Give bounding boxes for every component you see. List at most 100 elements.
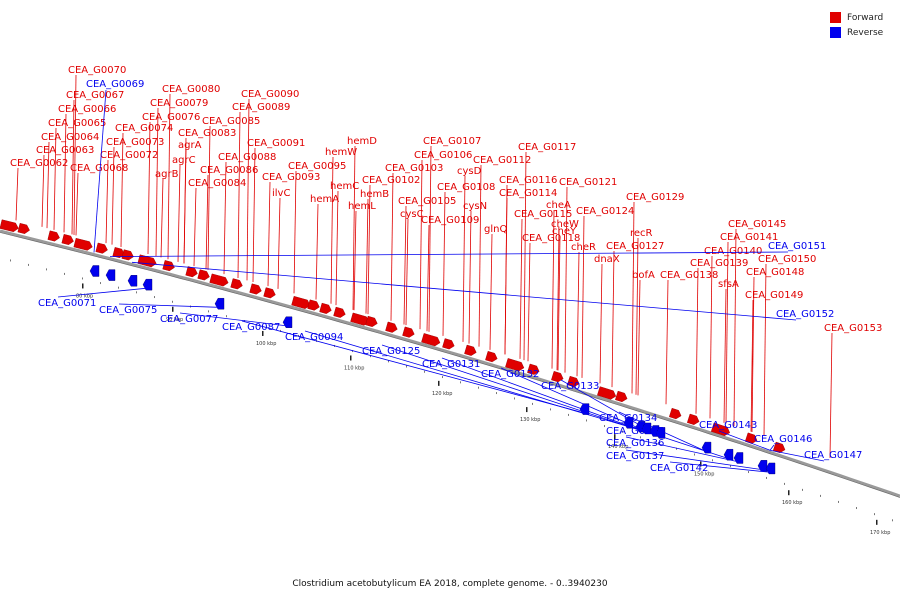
reverse-gene-arrow xyxy=(765,462,776,475)
forward-gene-label: CEA_G0079 xyxy=(150,98,208,109)
minor-tick-mark xyxy=(730,465,731,468)
reverse-callout-line xyxy=(769,444,775,451)
forward-callout-line xyxy=(723,288,727,423)
minor-tick-mark xyxy=(658,442,659,445)
reverse-callout-line xyxy=(304,330,629,427)
reverse-gene-label: CEA_G0077 xyxy=(160,314,218,325)
forward-callout-line xyxy=(478,164,482,347)
minor-tick-mark xyxy=(784,482,785,485)
forward-gene-label: CEA_G0117 xyxy=(518,142,576,153)
forward-callout-line xyxy=(725,241,729,424)
forward-callout-line xyxy=(390,172,394,321)
genome-backbone xyxy=(0,229,900,498)
forward-callout-line xyxy=(419,159,423,330)
forward-gene-arrow xyxy=(485,351,498,363)
forward-callout-line xyxy=(581,215,585,378)
scale-tick-mark xyxy=(788,490,790,496)
forward-gene-arrow xyxy=(307,299,320,311)
forward-callout-line xyxy=(442,191,446,336)
minor-tick-mark xyxy=(874,513,875,516)
reverse-callout-line xyxy=(381,344,641,431)
forward-gene-label: dnaX xyxy=(594,254,620,265)
forward-gene-label: hemL xyxy=(348,201,376,212)
forward-gene-arrow xyxy=(442,338,455,350)
forward-callout-line xyxy=(293,170,297,294)
reverse-gene-label: CEA_G0134 xyxy=(599,413,657,424)
forward-gene-arrow xyxy=(61,234,74,245)
forward-callout-line xyxy=(665,279,669,405)
forward-gene-arrow xyxy=(95,242,108,254)
forward-gene-arrow xyxy=(615,390,628,403)
scale-tick-mark xyxy=(700,461,702,467)
forward-gene-arrow xyxy=(505,358,525,372)
forward-gene-arrow xyxy=(365,315,378,327)
forward-gene-label: CEA_G0121 xyxy=(559,177,617,188)
forward-gene-arrow xyxy=(567,375,580,388)
forward-gene-label: CEA_G0106 xyxy=(414,150,472,161)
forward-gene-label: CEA_G0127 xyxy=(606,241,664,252)
forward-gene-label: CEA_G0090 xyxy=(241,89,299,100)
forward-gene-label: CEA_G0080 xyxy=(162,84,220,95)
forward-callout-line xyxy=(205,174,209,270)
reverse-gene-label: CEA_G0131 xyxy=(422,359,480,370)
forward-gene-label: CEA_G0084 xyxy=(188,178,246,189)
forward-gene-label: cheW xyxy=(551,219,579,230)
forward-gene-arrow xyxy=(686,413,700,425)
forward-gene-label: cysD xyxy=(457,166,482,177)
reverse-gene-label: CEA_G0151 xyxy=(768,241,826,252)
forward-callout-line xyxy=(73,74,77,235)
minor-tick-mark xyxy=(568,413,569,416)
minor-tick-mark xyxy=(550,408,551,411)
minor-tick-mark xyxy=(28,263,29,266)
forward-callout-line xyxy=(177,164,181,262)
forward-gene-label: cysC xyxy=(400,209,424,220)
reverse-callout-line xyxy=(241,320,585,414)
minor-tick-mark xyxy=(442,376,443,379)
forward-gene-arrow xyxy=(551,371,564,383)
forward-callout-line xyxy=(160,178,164,258)
reverse-gene-arrow xyxy=(105,269,116,281)
minor-tick-mark xyxy=(496,392,497,395)
forward-callout-line xyxy=(111,146,115,245)
forward-callout-line xyxy=(53,127,57,230)
minor-tick-mark xyxy=(838,500,839,503)
forward-callout-line xyxy=(120,132,124,247)
forward-gene-label: agrA xyxy=(178,140,202,151)
scale-tick-mark xyxy=(526,407,528,413)
forward-gene-arrow xyxy=(121,249,134,261)
forward-gene-label: CEA_G0107 xyxy=(423,136,481,147)
reverse-callout-line xyxy=(618,411,707,452)
scale-tick-label: 80 kbp xyxy=(76,293,93,299)
legend: Forward Reverse xyxy=(830,10,900,40)
reverse-callout-line xyxy=(57,287,148,298)
forward-gene-label: CEA_G0074 xyxy=(115,123,173,134)
forward-gene-arrow xyxy=(744,432,758,444)
reverse-gene-arrow xyxy=(214,298,225,310)
forward-callout-line xyxy=(367,184,371,315)
forward-gene-arrow xyxy=(73,237,93,251)
forward-gene-label: agrC xyxy=(172,155,196,166)
forward-gene-label: CEA_G0112 xyxy=(473,155,531,166)
forward-gene-label: CEA_G0149 xyxy=(745,290,803,301)
scale-tick-label: 100 kbp xyxy=(256,341,276,347)
forward-callout-line xyxy=(63,113,67,233)
forward-callout-line xyxy=(637,279,641,396)
forward-gene-label: CEA_G0139 xyxy=(690,258,748,269)
forward-gene-label: CEA_G0068 xyxy=(70,163,128,174)
forward-gene-arrow xyxy=(464,344,477,356)
minor-tick-mark xyxy=(370,355,371,358)
reverse-callout-line xyxy=(93,89,107,253)
forward-gene-label: hemB xyxy=(360,189,389,200)
minor-tick-mark xyxy=(154,296,155,299)
forward-gene-arrow xyxy=(17,223,30,234)
forward-callout-line xyxy=(330,156,334,304)
forward-callout-line xyxy=(277,197,281,289)
forward-gene-label: CEA_G0083 xyxy=(178,128,236,139)
forward-gene-label: CEA_G0088 xyxy=(218,152,276,163)
forward-callout-line xyxy=(599,263,603,384)
minor-tick-mark xyxy=(478,386,479,389)
forward-gene-arrow xyxy=(47,230,60,242)
forward-gene-label: CEA_G0066 xyxy=(58,104,116,115)
reverse-gene-label: CEA_G0142 xyxy=(650,463,708,474)
minor-tick-mark xyxy=(766,476,767,479)
